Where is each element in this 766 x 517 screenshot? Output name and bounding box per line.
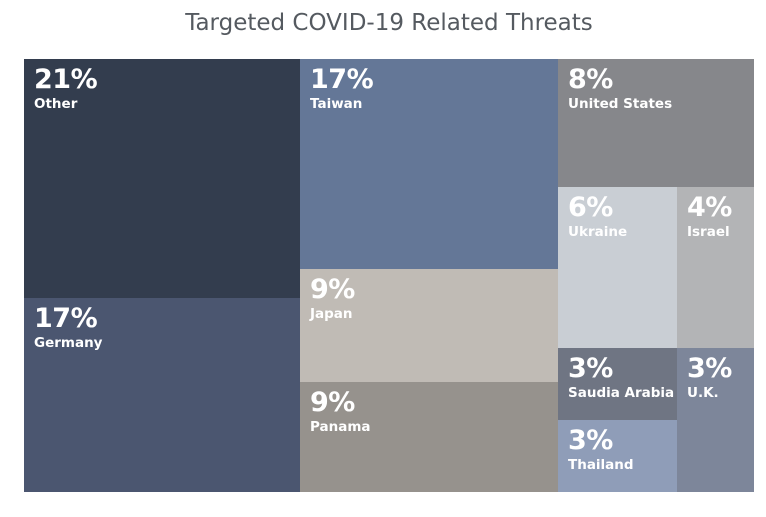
cell-value-label: 3%	[568, 353, 613, 384]
treemap-cell-germany: 17% Germany	[24, 298, 300, 492]
treemap-cell-saudia-arabia: 3% Saudia Arabia	[558, 348, 677, 420]
cell-category-label: United States	[568, 96, 673, 112]
cell-category-label: Taiwan	[310, 96, 363, 112]
cell-value-label: 3%	[568, 425, 613, 456]
cell-value-label: 6%	[568, 192, 613, 223]
cell-value-label: 8%	[568, 64, 613, 95]
cell-value-label: 21%	[34, 64, 98, 95]
treemap-cell-u-k: 3% U.K.	[677, 348, 754, 492]
treemap-cell-israel: 4% Israel	[677, 187, 754, 348]
cell-category-label: Thailand	[568, 457, 634, 473]
cell-value-label: 17%	[34, 303, 98, 334]
cell-category-label: Panama	[310, 419, 371, 435]
cell-category-label: Other	[34, 96, 78, 112]
chart-title: Targeted COVID-19 Related Threats	[185, 10, 593, 36]
cell-value-label: 17%	[310, 64, 374, 95]
cell-value-label: 4%	[687, 192, 732, 223]
cell-category-label: Israel	[687, 224, 730, 240]
treemap-cell-united-states: 8% United States	[558, 59, 754, 187]
treemap-cell-panama: 9% Panama	[300, 382, 558, 492]
treemap-cell-thailand: 3% Thailand	[558, 420, 677, 492]
cell-category-label: Saudia Arabia	[568, 385, 675, 401]
treemap-cell-other: 21% Other	[24, 59, 300, 298]
cell-category-label: Germany	[34, 335, 103, 351]
treemap-cell-japan: 9% Japan	[300, 269, 558, 382]
treemap-cell-ukraine: 6% Ukraine	[558, 187, 677, 348]
cell-value-label: 9%	[310, 274, 355, 305]
treemap-cell-taiwan: 17% Taiwan	[300, 59, 558, 269]
cell-category-label: U.K.	[687, 385, 719, 401]
cell-category-label: Japan	[310, 306, 353, 322]
cell-value-label: 9%	[310, 387, 355, 418]
cell-category-label: Ukraine	[568, 224, 628, 240]
cell-value-label: 3%	[687, 353, 732, 384]
